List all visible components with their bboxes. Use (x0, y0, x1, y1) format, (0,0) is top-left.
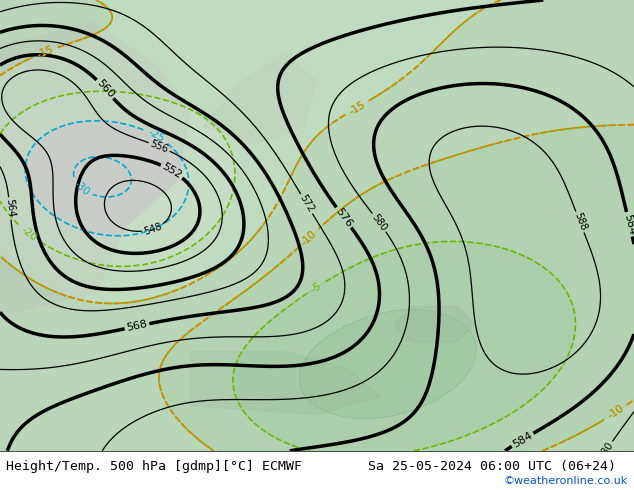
Text: 552: 552 (160, 161, 184, 180)
Text: 556: 556 (149, 139, 170, 155)
Text: Height/Temp. 500 hPa [gdmp][°C] ECMWF: Height/Temp. 500 hPa [gdmp][°C] ECMWF (6, 460, 302, 473)
Polygon shape (0, 23, 190, 316)
Text: 588: 588 (572, 212, 588, 232)
Polygon shape (393, 307, 476, 343)
Text: -10: -10 (606, 403, 626, 421)
Text: -10: -10 (606, 403, 626, 421)
Text: -20: -20 (19, 224, 39, 243)
Polygon shape (190, 352, 380, 415)
Text: -15: -15 (347, 99, 366, 116)
Text: ©weatheronline.co.uk: ©weatheronline.co.uk (503, 476, 628, 486)
Text: 584: 584 (622, 213, 634, 236)
Text: 580: 580 (597, 441, 616, 461)
Text: 548: 548 (143, 221, 164, 237)
Text: -15: -15 (347, 99, 366, 116)
Text: -5: -5 (309, 281, 323, 294)
Text: 568: 568 (126, 319, 148, 333)
Text: 564: 564 (4, 199, 16, 218)
Text: -10: -10 (299, 228, 318, 247)
Text: 584: 584 (511, 430, 534, 449)
Text: -10: -10 (299, 228, 318, 247)
Text: 572: 572 (297, 193, 316, 215)
Text: -30: -30 (72, 179, 91, 197)
Text: -15: -15 (36, 44, 55, 60)
Polygon shape (203, 54, 317, 144)
Text: 560: 560 (94, 78, 116, 100)
Text: 576: 576 (333, 206, 354, 229)
Text: 580: 580 (370, 212, 389, 233)
Text: -25: -25 (146, 127, 166, 145)
Text: -15: -15 (36, 44, 55, 60)
Text: Sa 25-05-2024 06:00 UTC (06+24): Sa 25-05-2024 06:00 UTC (06+24) (368, 460, 616, 473)
